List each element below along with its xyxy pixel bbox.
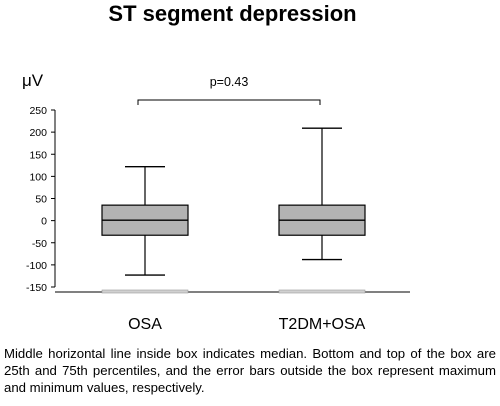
x-category-label: T2DM+OSA [279, 316, 366, 333]
y-axis: -150 -100 -50 0 50 100 150 200 250 [26, 105, 410, 294]
y-tick-label: 200 [29, 127, 47, 139]
x-category-label: OSA [128, 316, 162, 333]
box-1 [278, 127, 366, 294]
baseline-bar [278, 289, 366, 294]
figure-caption: Middle horizontal line inside box indica… [4, 346, 496, 395]
significance-bracket: p=0.43 [137, 75, 321, 105]
y-tick-label: 150 [29, 149, 47, 161]
y-tick-label: 100 [29, 171, 47, 183]
bracket-line [137, 99, 321, 105]
box-plot: μV -150 -100 -50 0 50 100 150 200 250 p=0.43 OSA… [22, 71, 410, 333]
y-tick-label: 50 [35, 194, 47, 206]
y-tick-label: -100 [26, 260, 47, 272]
y-tick-label: 0 [41, 216, 47, 228]
box-0 [101, 165, 189, 294]
p-value-label: p=0.43 [210, 75, 249, 89]
y-tick-label: -50 [32, 238, 47, 250]
chart-title: ST segment depression [108, 1, 357, 26]
box-plot-series [101, 127, 366, 294]
baseline-bar [101, 289, 189, 294]
y-tick-label: 250 [29, 105, 47, 117]
y-axis-label: μV [22, 71, 44, 90]
y-tick-label: -150 [26, 282, 47, 294]
x-axis-labels: OSA T2DM+OSA [128, 316, 366, 333]
